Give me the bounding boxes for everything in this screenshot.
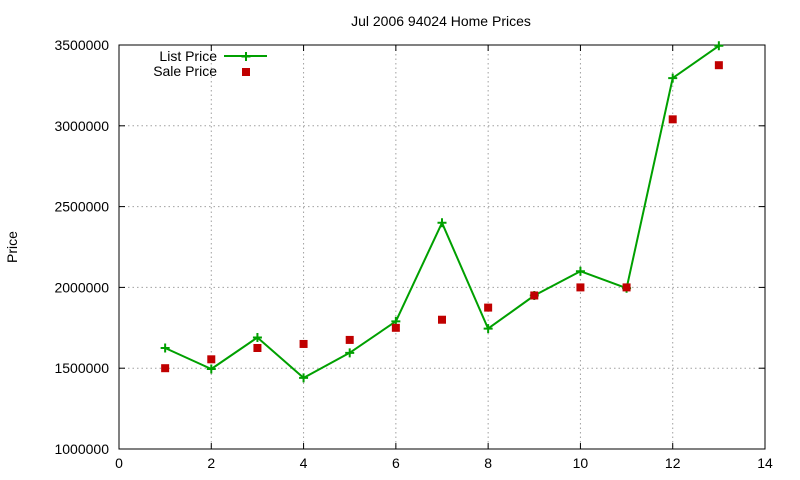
data-point-sale-price bbox=[207, 355, 216, 364]
data-point-list-price bbox=[345, 348, 355, 358]
data-point-sale-price bbox=[299, 339, 308, 348]
data-point-sale-price bbox=[530, 291, 539, 300]
y-tick-label: 2500000 bbox=[54, 199, 109, 215]
x-tick-label: 6 bbox=[392, 455, 400, 471]
x-tick-label: 8 bbox=[484, 455, 492, 471]
data-point-list-price bbox=[206, 364, 216, 374]
y-tick-label: 1500000 bbox=[54, 360, 109, 376]
series-line-list-price bbox=[164, 44, 720, 379]
data-point-sale-price bbox=[345, 335, 354, 344]
x-tick-label: 14 bbox=[757, 455, 773, 471]
y-tick-label: 1000000 bbox=[54, 441, 109, 457]
x-tick-label: 10 bbox=[573, 455, 589, 471]
series-layer bbox=[160, 41, 724, 383]
data-point-sale-price bbox=[391, 323, 400, 332]
x-tick-label: 4 bbox=[300, 455, 308, 471]
plot-frame bbox=[118, 44, 766, 450]
data-point-sale-price bbox=[438, 315, 446, 324]
y-tick-label: 3500000 bbox=[54, 37, 109, 53]
data-point-list-price bbox=[160, 343, 170, 353]
x-tick-label: 12 bbox=[665, 455, 681, 471]
data-point-sale-price bbox=[161, 364, 170, 373]
x-tick-label: 0 bbox=[115, 455, 123, 471]
legend-label-list-price: List Price bbox=[159, 48, 217, 64]
data-point-list-price bbox=[483, 324, 493, 334]
chart-title: Jul 2006 94024 Home Prices bbox=[351, 13, 531, 29]
grid bbox=[119, 45, 765, 449]
legend: List Price Sale Price bbox=[153, 48, 267, 79]
data-point-sale-price bbox=[484, 303, 493, 312]
data-point-list-price bbox=[575, 266, 585, 276]
data-point-list-price bbox=[299, 373, 309, 383]
data-point-list-price bbox=[668, 73, 678, 83]
y-tick-label: 3000000 bbox=[54, 118, 109, 134]
x-tick-label: 2 bbox=[207, 455, 215, 471]
data-point-sale-price bbox=[714, 61, 723, 70]
data-point-list-price bbox=[252, 332, 262, 342]
legend-marker-list-price bbox=[241, 52, 251, 61]
data-point-sale-price bbox=[253, 344, 262, 352]
legend-marker-sale-price bbox=[242, 68, 250, 76]
data-point-list-price bbox=[437, 218, 447, 228]
data-point-sale-price bbox=[622, 283, 631, 292]
data-point-sale-price bbox=[668, 115, 677, 124]
data-point-list-price bbox=[714, 41, 724, 51]
data-point-sale-price bbox=[576, 283, 585, 292]
axis-ticks: 0 2 4 6 8 10 12 14 1000000 1500000 2000000 2500000 3… bbox=[54, 37, 773, 471]
y-tick-label: 2000000 bbox=[54, 279, 109, 295]
legend-label-sale-price: Sale Price bbox=[153, 63, 217, 79]
y-axis-label: Price bbox=[4, 231, 20, 263]
